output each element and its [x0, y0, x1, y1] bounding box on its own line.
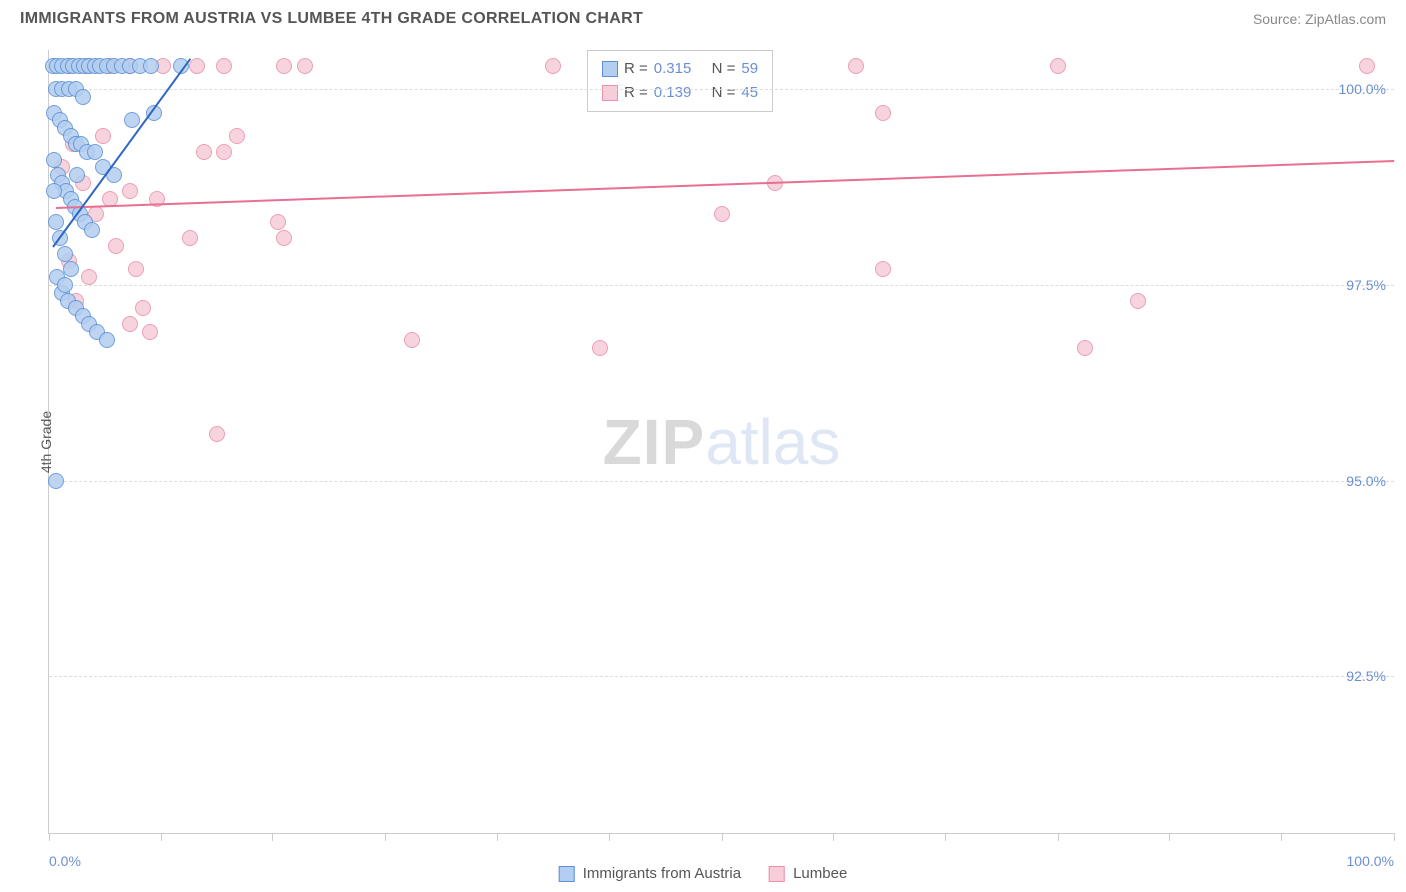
x-tick [49, 833, 50, 841]
x-tick [1394, 833, 1395, 841]
data-point-lumbee [297, 58, 313, 74]
x-tick [609, 833, 610, 841]
y-axis-title: 4th Grade [38, 410, 54, 472]
scatter-chart: 4th Grade ZIPatlas 0.0% 100.0% R = 0.315… [48, 50, 1394, 834]
chart-title: IMMIGRANTS FROM AUSTRIA VS LUMBEE 4TH GR… [20, 10, 643, 28]
data-point-lumbee [209, 426, 225, 442]
data-point-lumbee [182, 230, 198, 246]
data-point-lumbee [108, 238, 124, 254]
data-point-austria [99, 332, 115, 348]
data-point-austria [69, 167, 85, 183]
data-point-lumbee [135, 300, 151, 316]
data-point-lumbee [875, 105, 891, 121]
data-point-lumbee [95, 128, 111, 144]
x-axis-max-label: 100.0% [1347, 853, 1394, 869]
gridline [49, 285, 1394, 286]
x-tick [161, 833, 162, 841]
legend-row-b: R = 0.139 N = 45 [602, 81, 758, 105]
gridline [49, 89, 1394, 90]
data-point-lumbee [189, 58, 205, 74]
data-point-austria [124, 112, 140, 128]
y-tick-label: 97.5% [1346, 277, 1386, 293]
data-point-austria [84, 222, 100, 238]
data-point-lumbee [404, 332, 420, 348]
gridline [49, 481, 1394, 482]
x-tick [385, 833, 386, 841]
swatch-lumbee [602, 85, 618, 101]
data-point-lumbee [276, 230, 292, 246]
swatch-austria [602, 61, 618, 77]
data-point-austria [87, 144, 103, 160]
n-label: N = [712, 57, 736, 81]
x-tick [1169, 833, 1170, 841]
data-point-lumbee [1050, 58, 1066, 74]
r-value-a: 0.315 [654, 57, 692, 81]
data-point-austria [48, 473, 64, 489]
data-point-austria [57, 246, 73, 262]
data-point-austria [48, 214, 64, 230]
data-point-lumbee [216, 58, 232, 74]
n-value-b: 45 [741, 81, 758, 105]
stats-legend: R = 0.315 N = 59 R = 0.139 N = 45 [587, 50, 773, 112]
bottom-legend: Immigrants from Austria Lumbee [559, 865, 848, 882]
y-tick-label: 100.0% [1339, 81, 1386, 97]
n-label: N = [712, 81, 736, 105]
watermark: ZIPatlas [603, 405, 841, 479]
r-label: R = [624, 57, 648, 81]
x-tick [945, 833, 946, 841]
data-point-lumbee [592, 340, 608, 356]
data-point-lumbee [545, 58, 561, 74]
x-tick [833, 833, 834, 841]
r-label: R = [624, 81, 648, 105]
x-tick [722, 833, 723, 841]
data-point-lumbee [1359, 58, 1375, 74]
data-point-lumbee [1077, 340, 1093, 356]
data-point-lumbee [714, 206, 730, 222]
data-point-austria [46, 152, 62, 168]
n-value-a: 59 [741, 57, 758, 81]
x-axis-min-label: 0.0% [49, 853, 81, 869]
data-point-lumbee [229, 128, 245, 144]
gridline [49, 676, 1394, 677]
x-tick [497, 833, 498, 841]
data-point-austria [57, 277, 73, 293]
data-point-austria [75, 89, 91, 105]
data-point-lumbee [270, 214, 286, 230]
x-tick [1058, 833, 1059, 841]
source-label: Source: ZipAtlas.com [1253, 11, 1386, 27]
data-point-lumbee [142, 324, 158, 340]
data-point-austria [143, 58, 159, 74]
data-point-lumbee [276, 58, 292, 74]
swatch-lumbee [769, 866, 785, 882]
data-point-lumbee [196, 144, 212, 160]
r-value-b: 0.139 [654, 81, 692, 105]
data-point-austria [46, 183, 62, 199]
x-tick [1281, 833, 1282, 841]
x-tick [272, 833, 273, 841]
data-point-lumbee [848, 58, 864, 74]
data-point-lumbee [875, 261, 891, 277]
data-point-lumbee [81, 269, 97, 285]
legend-row-a: R = 0.315 N = 59 [602, 57, 758, 81]
trendline-lumbee [56, 160, 1394, 209]
legend-label: Lumbee [793, 865, 847, 882]
data-point-lumbee [216, 144, 232, 160]
swatch-austria [559, 866, 575, 882]
data-point-lumbee [122, 183, 138, 199]
data-point-lumbee [1130, 293, 1146, 309]
legend-item-lumbee: Lumbee [769, 865, 847, 882]
data-point-lumbee [128, 261, 144, 277]
data-point-lumbee [122, 316, 138, 332]
legend-label: Immigrants from Austria [583, 865, 741, 882]
legend-item-austria: Immigrants from Austria [559, 865, 741, 882]
y-tick-label: 92.5% [1346, 668, 1386, 684]
y-tick-label: 95.0% [1346, 473, 1386, 489]
